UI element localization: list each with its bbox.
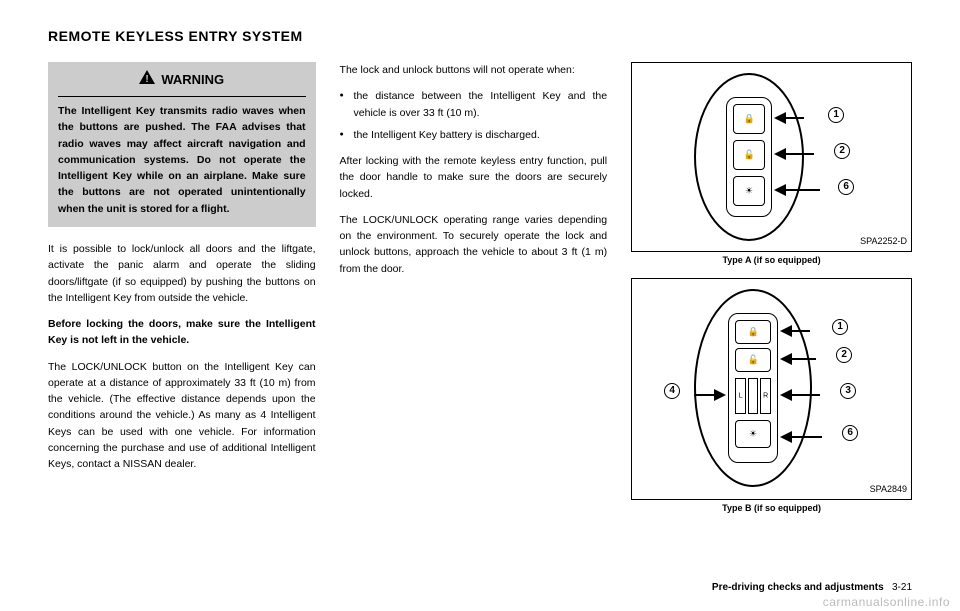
footer-section-label: Pre-driving checks and adjustments: [712, 582, 884, 593]
col2-para1: The lock and unlock buttons will not ope…: [340, 62, 608, 78]
warning-body-text: The Intelligent Key transmits radio wave…: [58, 97, 306, 217]
callout-3: 3: [840, 383, 856, 399]
key-fob-body: 🔒 🔓 L R ☀: [728, 313, 778, 463]
liftgate-button: [748, 378, 758, 414]
page-footer: Pre-driving checks and adjustments 3-21: [712, 582, 912, 593]
panic-button: ☀: [735, 420, 771, 448]
unlock-icon: 🔓: [743, 151, 754, 160]
warning-header-text: WARNING: [161, 70, 224, 90]
panic-icon: ☀: [749, 429, 757, 438]
column-left: ! WARNING The Intelligent Key transmits …: [48, 62, 316, 526]
callout-arrow: [780, 325, 810, 337]
unlock-button: 🔓: [735, 348, 771, 372]
callout-6: 6: [838, 179, 854, 195]
svg-text:!: !: [146, 74, 149, 84]
lock-icon: 🔒: [747, 327, 758, 336]
figure-code: SPA2849: [870, 483, 907, 497]
right-slide-button: R: [760, 378, 771, 414]
figure-a-caption: Type A (if so equipped): [631, 254, 912, 268]
lock-button: 🔒: [733, 104, 765, 134]
figure-code: SPA2252-D: [860, 235, 907, 249]
lock-icon: 🔒: [743, 115, 754, 124]
panic-button: ☀: [733, 176, 765, 206]
panic-icon: ☀: [745, 187, 753, 196]
page-number: 3-21: [892, 582, 912, 593]
callout-1: 1: [828, 107, 844, 123]
figure-b-caption: Type B (if so equipped): [631, 502, 912, 516]
column-right: 🔒 🔓 ☀ 1 2 6 SPA2252-D: [631, 62, 912, 526]
col2-bullet-list: the distance between the Intelligent Key…: [340, 88, 608, 143]
left-slide-button: L: [735, 378, 746, 414]
callout-arrow: [694, 389, 726, 401]
key-fob-body: 🔒 🔓 ☀: [726, 97, 772, 217]
figure-b: 🔒 🔓 L R ☀ 1: [631, 278, 912, 500]
warning-triangle-icon: !: [139, 70, 155, 90]
callout-arrow: [780, 353, 816, 365]
col2-para2: After locking with the remote keyless en…: [340, 153, 608, 202]
list-item: the Intelligent Key battery is discharge…: [340, 127, 608, 143]
callout-1: 1: [832, 319, 848, 335]
watermark-text: carmanualsonline.info: [823, 595, 950, 609]
callout-2: 2: [834, 143, 850, 159]
column-middle: The lock and unlock buttons will not ope…: [340, 62, 608, 526]
warning-header: ! WARNING: [58, 70, 306, 97]
callout-arrow: [774, 148, 814, 160]
callout-arrow: [774, 112, 804, 124]
callout-4: 4: [664, 383, 680, 399]
callout-6: 6: [842, 425, 858, 441]
unlock-icon: 🔓: [747, 355, 758, 364]
content-columns: ! WARNING The Intelligent Key transmits …: [48, 62, 912, 526]
col2-para3: The LOCK/UNLOCK operating range varies d…: [340, 212, 608, 277]
col1-para2-bold: Before locking the doors, make sure the …: [48, 316, 316, 349]
callout-arrow: [780, 389, 820, 401]
list-item: the distance between the Intelligent Key…: [340, 88, 608, 121]
figure-a: 🔒 🔓 ☀ 1 2 6 SPA2252-D: [631, 62, 912, 252]
callout-arrow: [774, 184, 820, 196]
callout-2: 2: [836, 347, 852, 363]
right-label: R: [763, 392, 768, 399]
warning-box: ! WARNING The Intelligent Key transmits …: [48, 62, 316, 227]
left-label: L: [739, 392, 743, 399]
callout-arrow: [780, 431, 822, 443]
unlock-button: 🔓: [733, 140, 765, 170]
page-title: REMOTE KEYLESS ENTRY SYSTEM: [48, 28, 912, 44]
col1-para3: The LOCK/UNLOCK button on the Intelligen…: [48, 359, 316, 473]
lock-button: 🔒: [735, 320, 771, 344]
col1-para1: It is possible to lock/unlock all doors …: [48, 241, 316, 306]
